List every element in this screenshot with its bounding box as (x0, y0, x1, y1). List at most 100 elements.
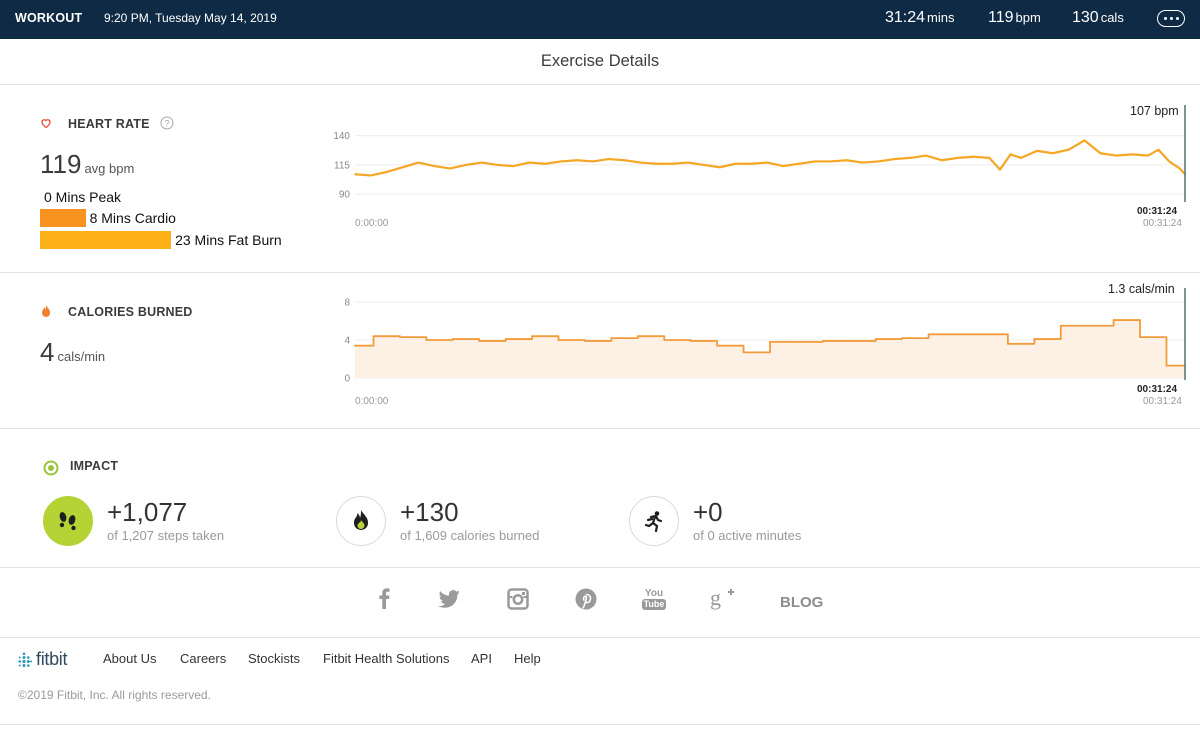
footer-link-about-us[interactable]: About Us (103, 651, 157, 666)
help-icon[interactable]: ? (160, 116, 174, 130)
data-point (531, 335, 534, 338)
divider (0, 637, 1200, 638)
data-point (893, 158, 896, 160)
cal-avg-value: 4 (40, 337, 55, 367)
data-point (1033, 338, 1036, 340)
heart-rate-stat: 119 bpm (988, 9, 1041, 27)
blog-link[interactable]: BLOG (780, 594, 824, 611)
hr-end-time-marker: 00:31:24 (1137, 206, 1178, 217)
youtube-icon[interactable]: You Tube (641, 585, 667, 613)
y-tick-label: 4 (344, 336, 350, 347)
data-point (354, 344, 356, 347)
fitbit-logo[interactable]: fitbit (16, 649, 68, 670)
calories-stat: 130 cals (1072, 9, 1124, 27)
zone-cardio: 8 Mins Cardio (40, 209, 176, 227)
facebook-icon[interactable] (374, 585, 394, 613)
zone-cardio-label: 8 Mins Cardio (89, 210, 176, 226)
data-point (465, 164, 467, 166)
workout-label: WORKOUT (15, 11, 83, 25)
data-point (734, 162, 737, 165)
data-point (528, 161, 531, 164)
data-point (1009, 153, 1012, 156)
data-point (1086, 324, 1089, 327)
data-point (716, 344, 719, 347)
data-point (925, 154, 927, 157)
calories-label: CALORIES BURNED (68, 305, 193, 319)
data-point (449, 167, 452, 170)
zone-peak: 0 Mins Peak (40, 188, 121, 206)
more-options-icon[interactable] (1157, 10, 1185, 27)
footer-link-help[interactable]: Help (514, 651, 541, 666)
heart-rate-chart[interactable]: 90 115 140 (330, 100, 1186, 215)
data-point (655, 162, 658, 165)
footer-link-api[interactable]: API (471, 651, 492, 666)
data-point (401, 166, 404, 169)
google-plus-icon[interactable]: g (709, 585, 737, 613)
data-point (496, 164, 499, 166)
twitter-icon[interactable] (436, 585, 462, 613)
hr-avg-unit: avg bpm (84, 161, 135, 176)
data-point (861, 161, 864, 164)
footer-link-careers[interactable]: Careers (180, 651, 227, 666)
data-point (1165, 364, 1168, 367)
hr-end-value: 107 bpm (1130, 104, 1179, 118)
data-point (795, 341, 798, 343)
pinterest-icon[interactable] (574, 585, 598, 613)
data-point (576, 159, 578, 162)
footer-link-health-solutions[interactable]: Fitbit Health Solutions (323, 651, 450, 666)
calories-sub: of 1,609 calories burned (400, 528, 540, 543)
workout-datetime: 9:20 PM, Tuesday May 14, 2019 (104, 11, 277, 25)
data-point (607, 158, 610, 160)
data-point (909, 157, 911, 159)
data-point (512, 165, 515, 167)
divider (0, 724, 1200, 725)
data-point (1099, 152, 1102, 155)
calories-chart[interactable]: 0 4 8 (330, 285, 1186, 390)
data-point (1020, 157, 1023, 159)
cal-start-time: 0:00:00 (355, 396, 389, 407)
data-point (557, 339, 560, 341)
data-point (560, 160, 563, 163)
data-point (874, 338, 877, 340)
zone-fat-burn: 23 Mins Fat Burn (40, 231, 282, 249)
running-icon (629, 496, 679, 546)
instagram-icon[interactable] (506, 585, 530, 613)
duration-unit: mins (927, 10, 955, 25)
cals-unit: cals (1100, 10, 1124, 25)
data-point (623, 159, 626, 162)
data-point (399, 336, 401, 339)
cals-value: 130 (1072, 9, 1099, 26)
data-point (639, 161, 642, 164)
data-point (480, 161, 483, 164)
data-point (742, 351, 745, 354)
footer-link-stockists[interactable]: Stockists (248, 651, 301, 666)
series-line (354, 139, 1186, 177)
data-point (544, 162, 547, 165)
data-point (1036, 149, 1038, 152)
zone-peak-label: 0 Mins Peak (44, 189, 122, 205)
cal-end-value: 1.3 cals/min (1108, 282, 1175, 296)
data-point (956, 157, 959, 159)
y-tick-label: 8 (344, 298, 350, 309)
data-point (354, 173, 356, 176)
data-point (687, 161, 689, 164)
y-tick-label: 90 (339, 190, 351, 201)
data-point (1067, 148, 1070, 151)
zone-cardio-bar (40, 209, 86, 227)
data-point (1139, 336, 1141, 339)
y-tick-label: 115 (334, 160, 350, 171)
data-point (845, 159, 848, 162)
hr-avg: 119 avg bpm (40, 149, 134, 180)
zone-fat-burn-bar (40, 231, 172, 249)
data-point (988, 157, 991, 159)
heart-icon (41, 119, 51, 129)
steps-value: +1,077 (107, 497, 188, 527)
data-point (1083, 139, 1086, 142)
fitbit-logo-text: fitbit (36, 649, 68, 669)
data-point (927, 333, 930, 336)
page-title: Exercise Details (540, 52, 660, 70)
data-point (901, 337, 904, 339)
data-point (814, 160, 816, 163)
impact-label: IMPACT (70, 459, 119, 473)
data-point (848, 340, 851, 342)
